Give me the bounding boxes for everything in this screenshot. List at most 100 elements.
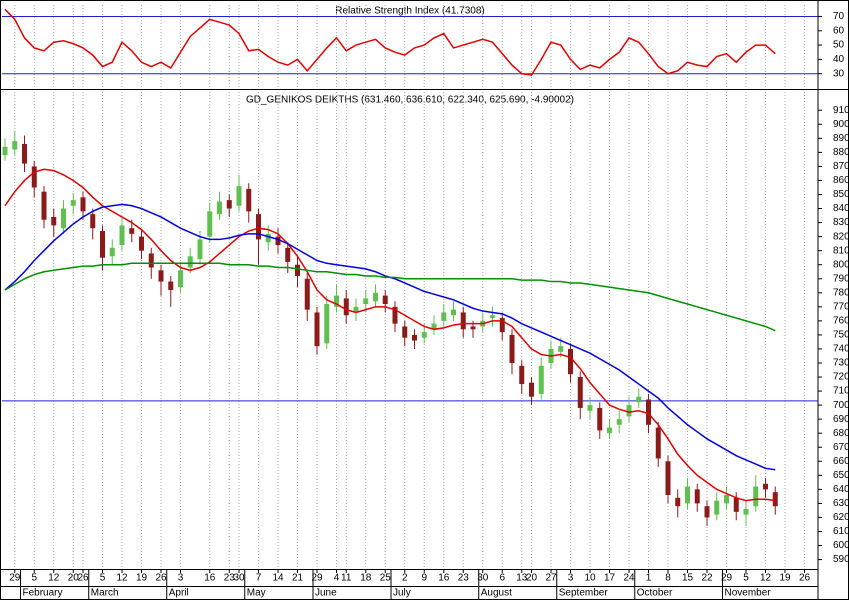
x-tick-label: 6	[499, 573, 505, 584]
candle-body	[187, 256, 193, 268]
x-tick-label: 3	[568, 573, 574, 584]
candle-body	[538, 365, 544, 394]
x-tick-label: 20	[526, 573, 538, 584]
x-tick-label: 25	[380, 573, 392, 584]
y-tick-label: 910	[833, 105, 849, 116]
candle-body	[90, 214, 96, 229]
y-tick-label: 750	[833, 330, 849, 341]
candle-body	[412, 334, 417, 341]
candle-body	[22, 143, 27, 164]
candle-body	[314, 312, 320, 347]
y-tick-label: 880	[833, 147, 849, 158]
candle-body	[129, 228, 135, 234]
candle-body	[373, 292, 378, 302]
x-tick-label: 11	[341, 573, 352, 584]
x-tick-label: 26	[155, 573, 167, 584]
candle-body	[402, 326, 408, 338]
x-tick-label: 14	[272, 573, 284, 584]
y-tick-label: 760	[833, 316, 849, 327]
y-tick-label: 900	[833, 119, 849, 130]
candle-body	[685, 486, 690, 504]
candle-body	[148, 253, 154, 268]
candle-body	[61, 208, 66, 229]
y-tick-label: 30	[833, 68, 845, 79]
candle-body	[363, 298, 369, 305]
x-tick-label: 5	[31, 573, 37, 584]
candle-body	[31, 166, 37, 188]
x-tick-label: 29	[9, 573, 21, 584]
candle-body	[587, 405, 593, 411]
x-tick-label: 26	[799, 573, 811, 584]
x-tick-label: 19	[136, 573, 148, 584]
y-tick-label: 680	[833, 428, 849, 439]
candle-body	[431, 323, 437, 330]
month-label: July	[393, 588, 411, 599]
x-tick-label: 8	[665, 573, 671, 584]
candle-body	[607, 427, 612, 434]
x-tick-label: 3	[178, 573, 184, 584]
candle-body	[724, 494, 729, 504]
candle-body	[119, 225, 125, 246]
candle-body	[558, 346, 564, 352]
candle-body	[636, 396, 642, 403]
x-tick-label: 13	[516, 573, 528, 584]
candle-body	[772, 492, 778, 507]
candle-body	[70, 200, 76, 206]
x-tick-label: 29	[721, 573, 733, 584]
month-label: February	[23, 588, 63, 599]
candle-body	[80, 197, 86, 212]
y-tick-label: 600	[833, 540, 849, 551]
x-tick-label: 9	[421, 573, 427, 584]
y-tick-label: 60	[833, 25, 845, 36]
y-tick-label: 740	[833, 344, 849, 355]
moving-average-line	[4, 262, 776, 332]
candle-body	[753, 486, 759, 507]
x-tick-label: 23	[224, 573, 236, 584]
y-tick-label: 850	[833, 189, 849, 200]
candle-body	[285, 247, 291, 262]
candle-body	[41, 191, 47, 220]
y-tick-label: 650	[833, 470, 849, 481]
x-tick-label: 10	[584, 573, 596, 584]
x-tick-label: 26	[77, 573, 89, 584]
x-tick-label: 30	[477, 573, 489, 584]
candle-body	[597, 407, 603, 431]
candle-body	[256, 214, 261, 240]
candle-body	[236, 186, 242, 206]
x-tick-label: 27	[545, 573, 557, 584]
month-label: March	[91, 588, 119, 599]
candle-body	[655, 427, 661, 459]
y-tick-label: 890	[833, 133, 849, 144]
x-tick-label: 12	[760, 573, 772, 584]
candle-body	[343, 298, 349, 316]
month-label: August	[481, 588, 512, 599]
candle-body	[139, 236, 144, 251]
candle-body	[334, 295, 339, 307]
candle-body	[714, 500, 720, 515]
candle-body	[509, 334, 515, 363]
x-tick-label: 5	[100, 573, 106, 584]
x-tick-label: 29	[311, 573, 323, 584]
x-tick-label: 18	[360, 573, 372, 584]
x-tick-label: 16	[438, 573, 450, 584]
candle-body	[295, 264, 300, 276]
candle-body	[577, 377, 583, 408]
candle-body	[304, 278, 310, 310]
rsi-title: Relative Strength Index (41.7308)	[335, 6, 485, 17]
y-tick-label: 820	[833, 231, 849, 242]
candle-body	[12, 141, 18, 150]
y-tick-label: 800	[833, 259, 849, 270]
candle-body	[694, 489, 700, 504]
x-tick-label: 5	[743, 573, 749, 584]
candle-body	[158, 270, 164, 282]
y-tick-label: 620	[833, 512, 849, 523]
candle-body	[207, 211, 213, 237]
candle-body	[197, 239, 203, 260]
x-tick-label: 4	[334, 573, 340, 584]
candle-body	[499, 318, 505, 333]
candle-body	[665, 461, 671, 495]
y-tick-label: 50	[833, 40, 845, 51]
candle-body	[626, 405, 632, 417]
candle-body	[460, 312, 466, 330]
